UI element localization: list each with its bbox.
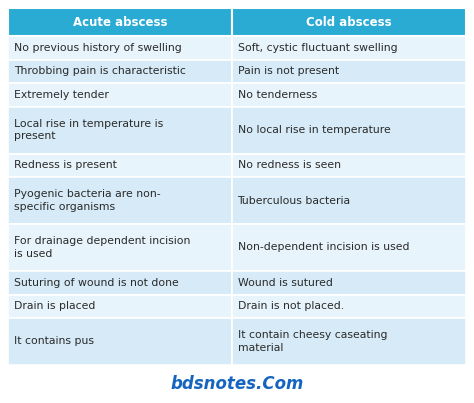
Text: Extremely tender: Extremely tender — [14, 90, 109, 100]
FancyBboxPatch shape — [231, 83, 466, 106]
FancyBboxPatch shape — [8, 318, 231, 365]
FancyBboxPatch shape — [231, 106, 466, 154]
Text: No tenderness: No tenderness — [237, 90, 317, 100]
Text: Drain is not placed.: Drain is not placed. — [237, 301, 344, 311]
FancyBboxPatch shape — [8, 83, 231, 106]
FancyBboxPatch shape — [231, 295, 466, 318]
FancyBboxPatch shape — [231, 60, 466, 83]
FancyBboxPatch shape — [8, 60, 231, 83]
Text: bdsnotes.Com: bdsnotes.Com — [170, 375, 304, 393]
Text: Wound is sutured: Wound is sutured — [237, 278, 332, 288]
Text: It contains pus: It contains pus — [14, 337, 94, 347]
Text: Suturing of wound is not done: Suturing of wound is not done — [14, 278, 179, 288]
FancyBboxPatch shape — [8, 295, 231, 318]
FancyBboxPatch shape — [8, 8, 231, 36]
FancyBboxPatch shape — [231, 224, 466, 271]
FancyBboxPatch shape — [8, 106, 231, 154]
FancyBboxPatch shape — [8, 177, 231, 224]
Text: For drainage dependent incision
is used: For drainage dependent incision is used — [14, 236, 191, 259]
Text: Pyogenic bacteria are non-
specific organisms: Pyogenic bacteria are non- specific orga… — [14, 189, 161, 212]
FancyBboxPatch shape — [8, 224, 231, 271]
FancyBboxPatch shape — [231, 36, 466, 60]
Text: Redness is present: Redness is present — [14, 160, 117, 170]
Text: Pain is not present: Pain is not present — [237, 66, 338, 76]
FancyBboxPatch shape — [231, 271, 466, 295]
Text: Acute abscess: Acute abscess — [73, 15, 167, 29]
FancyBboxPatch shape — [231, 154, 466, 177]
Text: Cold abscess: Cold abscess — [306, 15, 392, 29]
Text: Throbbing pain is characteristic: Throbbing pain is characteristic — [14, 66, 186, 76]
FancyBboxPatch shape — [231, 8, 466, 36]
Text: No previous history of swelling: No previous history of swelling — [14, 43, 182, 53]
FancyBboxPatch shape — [8, 271, 231, 295]
Text: Tuberculous bacteria: Tuberculous bacteria — [237, 195, 351, 206]
Text: Drain is placed: Drain is placed — [14, 301, 95, 311]
Text: Local rise in temperature is
present: Local rise in temperature is present — [14, 119, 163, 141]
FancyBboxPatch shape — [8, 154, 231, 177]
Text: It contain cheesy caseating
material: It contain cheesy caseating material — [237, 330, 387, 353]
FancyBboxPatch shape — [231, 318, 466, 365]
Text: Non-dependent incision is used: Non-dependent incision is used — [237, 243, 409, 253]
Text: No local rise in temperature: No local rise in temperature — [237, 125, 390, 135]
Text: Soft, cystic fluctuant swelling: Soft, cystic fluctuant swelling — [237, 43, 397, 53]
FancyBboxPatch shape — [231, 177, 466, 224]
Text: No redness is seen: No redness is seen — [237, 160, 340, 170]
FancyBboxPatch shape — [8, 36, 231, 60]
